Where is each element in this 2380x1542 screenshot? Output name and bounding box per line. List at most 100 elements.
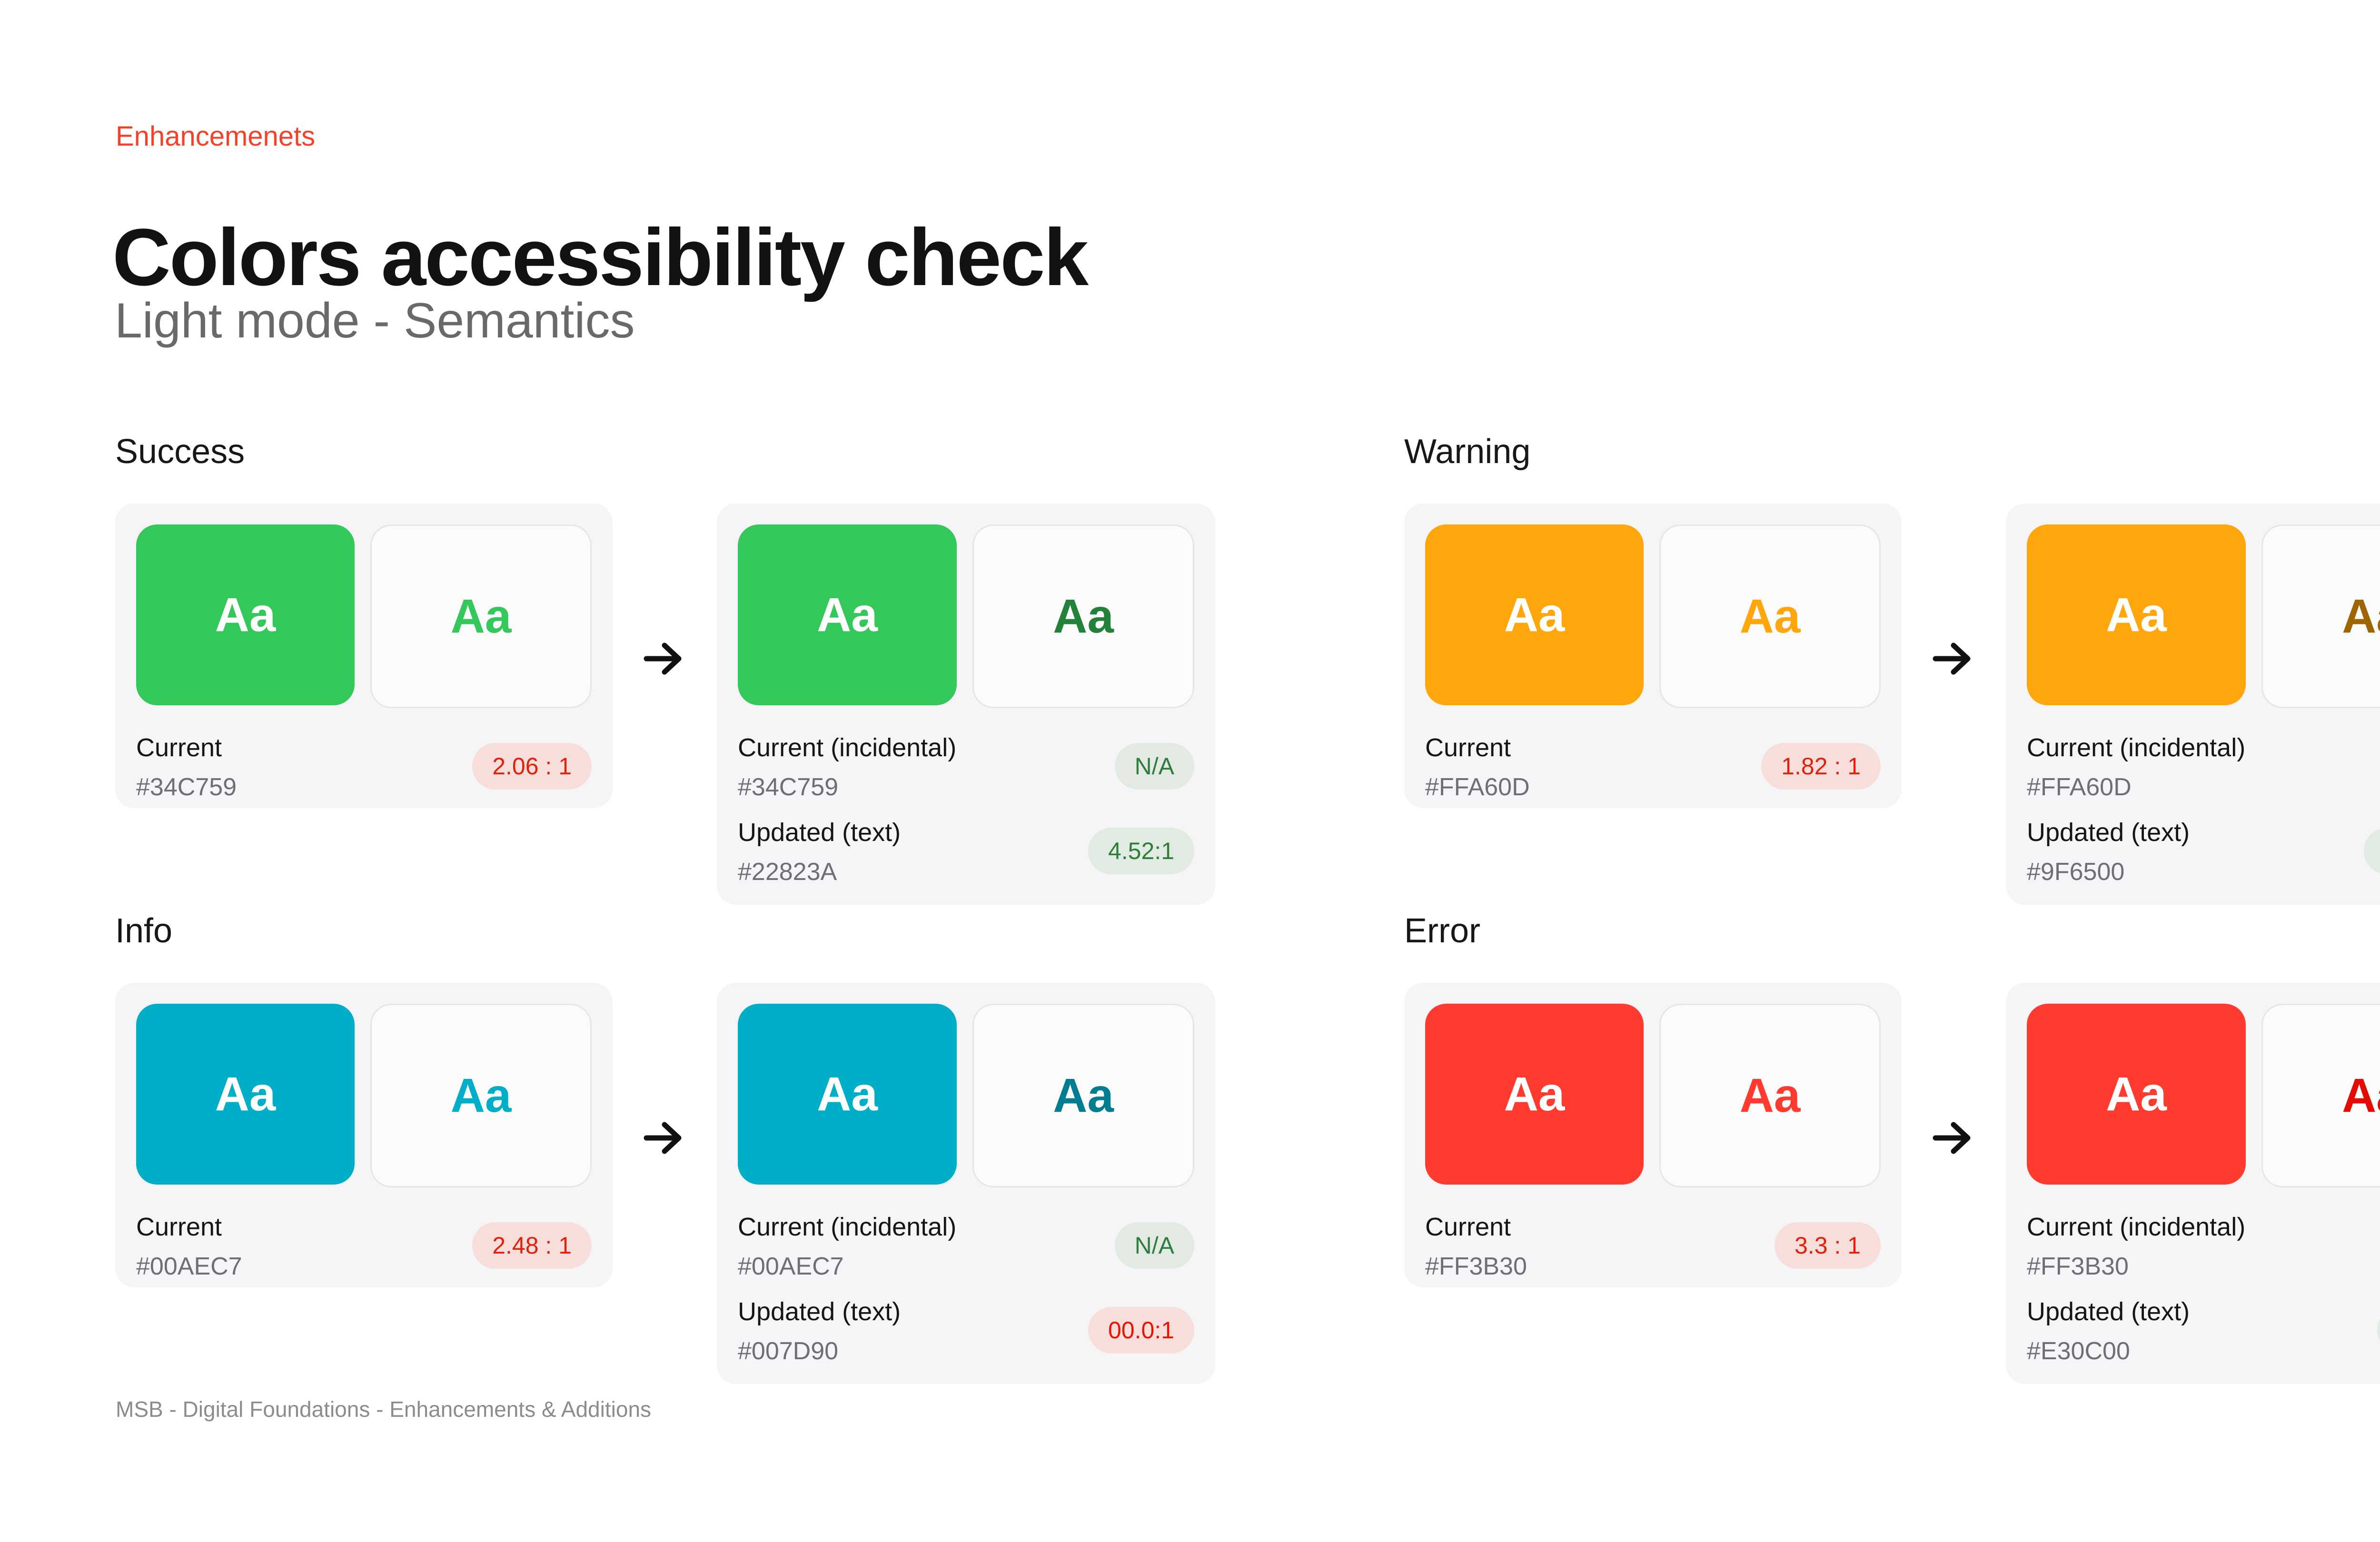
swatch-row: Aa Aa <box>136 524 592 708</box>
contrast-ratio-badge: 3.3 : 1 <box>1775 1222 1881 1269</box>
variant-label: Updated (text) <box>738 818 901 847</box>
current-color-card: Aa Aa Current #00AEC7 2.48 : 1 <box>115 983 613 1287</box>
updated-color-card: Aa Aa Current (incidental) #00AEC7 N/A U… <box>717 983 1215 1384</box>
color-meta: Current #FFA60D <box>1425 733 1530 800</box>
contrast-ratio-badge: 1.82 : 1 <box>1761 743 1881 790</box>
section-warning: Warning Aa Aa Current #FFA60D 1.82 : 1 <box>1404 433 2380 905</box>
variant-label: Current <box>136 1213 222 1241</box>
swatch-row: Aa Aa <box>738 1004 1194 1187</box>
sample-text: Aa <box>1739 590 1801 643</box>
swatch-row: Aa Aa <box>1425 1004 1881 1187</box>
color-swatch-on-light: Aa <box>972 1004 1194 1187</box>
eyebrow-label: Enhancemenets <box>116 121 316 152</box>
updated-color-card: Aa Aa Current (incidental) #FF3B30 N/A U… <box>2006 983 2380 1384</box>
color-meta-row: Updated (text) #9F6500 4.51 : 1 <box>2027 818 2380 884</box>
sample-text: Aa <box>215 588 276 642</box>
updated-color-card: Aa Aa Current (incidental) #FFA60D N/A U… <box>2006 504 2380 905</box>
color-meta: Updated (text) #9F6500 <box>2027 818 2190 884</box>
variant-label: Updated (text) <box>2027 818 2190 847</box>
variant-label: Current (incidental) <box>738 733 957 762</box>
hex-value: #34C759 <box>738 773 839 801</box>
color-swatch-on-light: Aa <box>1659 524 1881 708</box>
swatch-row: Aa Aa <box>738 524 1194 708</box>
color-meta: Current (incidental) #34C759 <box>738 733 956 800</box>
hex-value: #E30C00 <box>2027 1337 2130 1365</box>
color-meta-row: Current (incidental) #00AEC7 N/A <box>738 1212 1194 1279</box>
color-meta: Updated (text) #007D90 <box>738 1297 901 1364</box>
sample-text: Aa <box>2106 588 2167 642</box>
sample-text: Aa <box>450 1069 512 1122</box>
color-meta-row: Updated (text) #E30C00 4.53:1 <box>2027 1297 2380 1364</box>
color-meta: Current (incidental) #FFA60D <box>2027 733 2245 800</box>
swatch-row: Aa Aa <box>2027 1004 2380 1187</box>
hex-value: #00AEC7 <box>738 1253 844 1281</box>
color-swatch-on-light: Aa <box>2261 524 2380 708</box>
arrow-right-icon <box>643 637 686 681</box>
section-error: Error Aa Aa Current #FF3B30 3.3 : 1 <box>1404 912 2380 1384</box>
variant-label: Current <box>1425 733 1511 762</box>
color-meta-row: Current #34C759 2.06 : 1 <box>136 733 592 800</box>
color-swatch-on-light: Aa <box>972 524 1194 708</box>
variant-label: Updated (text) <box>2027 1297 2190 1326</box>
hex-value: #FFA60D <box>1425 773 1530 801</box>
variant-label: Current <box>136 733 222 762</box>
color-swatch-filled: Aa <box>136 1004 355 1185</box>
sample-text: Aa <box>817 588 878 642</box>
contrast-ratio-badge: 4.53:1 <box>2377 1307 2380 1354</box>
sample-text: Aa <box>215 1068 276 1121</box>
sample-text: Aa <box>2342 1069 2380 1122</box>
section-title: Success <box>115 433 245 471</box>
color-swatch-filled: Aa <box>1425 524 1644 705</box>
arrow-right-icon <box>643 1116 686 1160</box>
sample-text: Aa <box>1504 588 1565 642</box>
na-badge: N/A <box>1114 743 1194 790</box>
sample-text: Aa <box>1053 590 1114 643</box>
hex-value: #FF3B30 <box>2027 1253 2129 1281</box>
section-title: Error <box>1404 912 1480 950</box>
color-meta: Current (incidental) #FF3B30 <box>2027 1212 2245 1279</box>
color-meta: Updated (text) #22823A <box>738 818 901 884</box>
arrow-right-icon <box>1932 1116 1975 1160</box>
color-meta: Current #00AEC7 <box>136 1212 242 1279</box>
sample-text: Aa <box>450 590 512 643</box>
hex-value: #FF3B30 <box>1425 1253 1527 1281</box>
color-swatch-filled: Aa <box>2027 524 2246 705</box>
sample-text: Aa <box>1504 1068 1565 1121</box>
color-swatch-on-light: Aa <box>1659 1004 1881 1187</box>
color-meta: Current #34C759 <box>136 733 237 800</box>
contrast-ratio-badge: 2.06 : 1 <box>472 743 592 790</box>
color-swatch-on-light: Aa <box>2261 1004 2380 1187</box>
sample-text: Aa <box>1739 1069 1801 1122</box>
color-meta-row: Current #00AEC7 2.48 : 1 <box>136 1212 592 1279</box>
sample-text: Aa <box>2342 590 2380 643</box>
section-title: Warning <box>1404 433 1531 471</box>
na-badge: N/A <box>1114 1222 1194 1269</box>
sample-text: Aa <box>817 1068 878 1121</box>
hex-value: #007D90 <box>738 1337 839 1365</box>
color-meta: Current (incidental) #00AEC7 <box>738 1212 956 1279</box>
color-meta-row: Current #FFA60D 1.82 : 1 <box>1425 733 1881 800</box>
swatch-row: Aa Aa <box>136 1004 592 1187</box>
color-meta-row: Current #FF3B30 3.3 : 1 <box>1425 1212 1881 1279</box>
color-meta: Current #FF3B30 <box>1425 1212 1527 1279</box>
contrast-ratio-badge: 00.0:1 <box>1088 1307 1194 1354</box>
hex-value: #34C759 <box>136 773 237 801</box>
section-success: Success Aa Aa Current #34C759 2.06 : 1 <box>115 433 1220 905</box>
color-swatch-on-light: Aa <box>370 1004 592 1187</box>
page-subtitle: Light mode - Semantics <box>115 293 635 348</box>
color-swatch-on-light: Aa <box>370 524 592 708</box>
color-meta-row: Updated (text) #22823A 4.52:1 <box>738 818 1194 884</box>
hex-value: #00AEC7 <box>136 1253 242 1281</box>
variant-label: Current <box>1425 1213 1511 1241</box>
color-swatch-filled: Aa <box>1425 1004 1644 1185</box>
hex-value: #9F6500 <box>2027 858 2125 886</box>
color-swatch-filled: Aa <box>136 524 355 705</box>
sample-text: Aa <box>1053 1069 1114 1122</box>
color-meta-row: Current (incidental) #FFA60D N/A <box>2027 733 2380 800</box>
footer-note: MSB - Digital Foundations - Enhancements… <box>116 1397 652 1422</box>
color-meta-row: Updated (text) #007D90 00.0:1 <box>738 1297 1194 1364</box>
variant-label: Current (incidental) <box>2027 733 2246 762</box>
contrast-ratio-badge: 4.52:1 <box>1088 828 1194 875</box>
color-meta: Updated (text) #E30C00 <box>2027 1297 2190 1364</box>
page-title: Colors accessibility check <box>112 212 1089 303</box>
